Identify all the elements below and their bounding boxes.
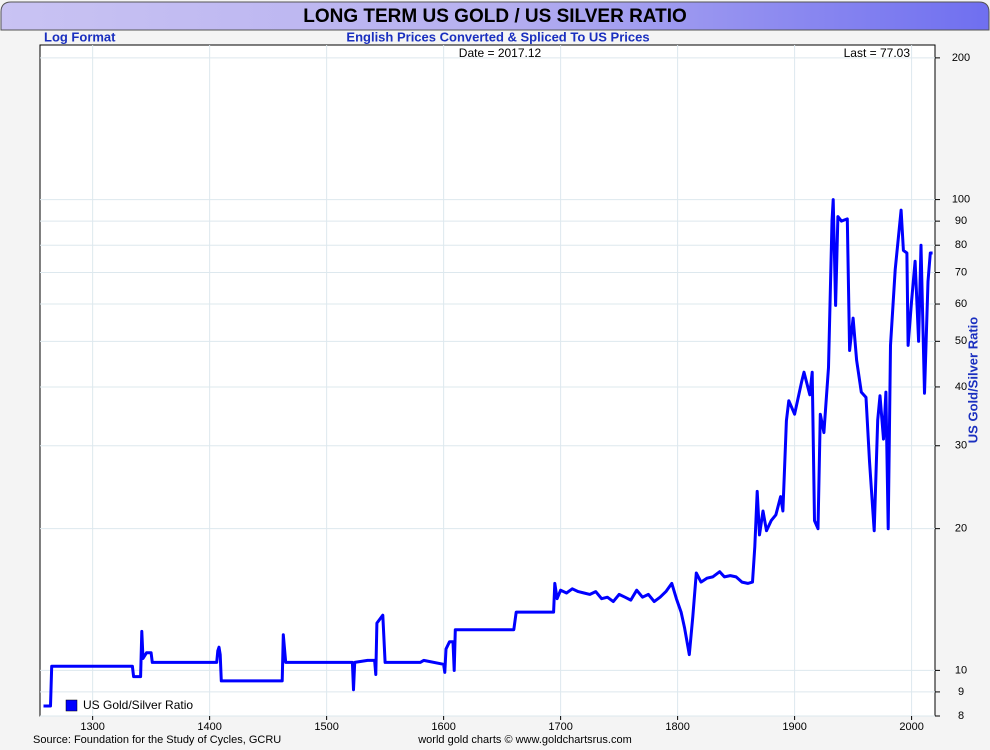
y-tick-label: 80 — [955, 239, 967, 251]
chart-title: LONG TERM US GOLD / US SILVER RATIO — [303, 6, 687, 27]
scale-note: Log Format — [44, 29, 116, 44]
credit: world gold charts © www.goldchartsrus.co… — [417, 734, 632, 746]
y-tick-label: 200 — [952, 52, 970, 64]
x-tick-label: 1900 — [782, 721, 806, 733]
subtitle: English Prices Converted & Spliced To US… — [346, 29, 649, 44]
y-tick-label: 70 — [955, 266, 967, 278]
y-tick-label: 40 — [955, 381, 967, 393]
x-tick-label: 2000 — [899, 721, 923, 733]
y-tick-label: 30 — [955, 440, 967, 452]
legend-label: US Gold/Silver Ratio — [83, 698, 193, 712]
marks — [43, 198, 933, 708]
y-tick-label: 100 — [952, 194, 970, 206]
x-tick-label: 1500 — [314, 721, 338, 733]
y-tick-label: 50 — [955, 335, 967, 347]
x-tick-label: 1300 — [80, 721, 104, 733]
last-label: Last = 77.03 — [844, 46, 911, 60]
grid — [40, 45, 935, 717]
x-tick-label: 1400 — [197, 721, 221, 733]
title-bar — [0, 1, 990, 31]
y-tick-label: 20 — [955, 523, 967, 535]
plot-area — [39, 44, 936, 717]
series-line — [43, 198, 933, 708]
date-label: Date = 2017.12 — [459, 46, 542, 60]
y-tick-label: 10 — [955, 664, 967, 676]
legend-swatch — [65, 699, 78, 712]
y-tick-label: 9 — [958, 686, 964, 698]
y-tick-label: 90 — [955, 215, 967, 227]
x-tick-label: 1600 — [431, 721, 455, 733]
x-tick-label: 1800 — [665, 721, 689, 733]
y-tick-label: 60 — [955, 298, 967, 310]
x-tick-label: 1700 — [548, 721, 572, 733]
source: Source: Foundation for the Study of Cycl… — [33, 734, 281, 746]
y-tick-label: 8 — [958, 710, 964, 722]
y-axis-label: US Gold/Silver Ratio — [965, 317, 980, 443]
